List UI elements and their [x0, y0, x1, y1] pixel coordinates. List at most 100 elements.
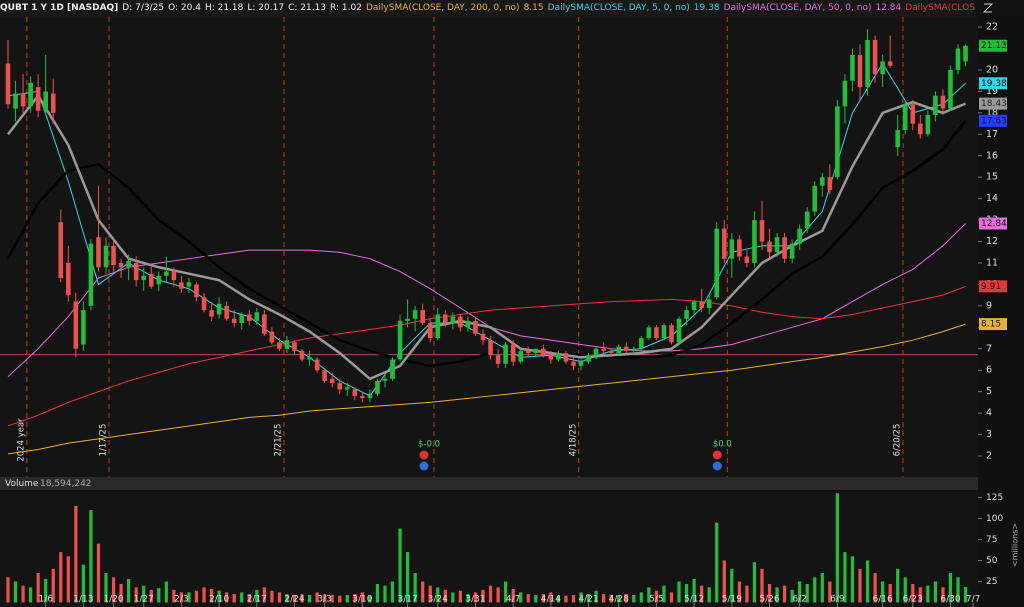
volume-bar [338, 595, 342, 603]
candle-body [714, 228, 720, 298]
x-tick-label: 6/2 [792, 595, 806, 605]
earnings-icon [712, 450, 722, 460]
y-tick-label: 14 [986, 193, 998, 204]
candle-body [676, 318, 682, 343]
volume-bar [96, 543, 101, 603]
y-tick-label: 125 [986, 493, 1003, 503]
volume-bar [179, 592, 184, 603]
candle-body [842, 80, 848, 107]
x-tick-label: 5/12 [684, 595, 704, 605]
candle-body [141, 275, 147, 281]
candle-body [13, 93, 18, 109]
volume-bar [496, 587, 500, 603]
menu-icon[interactable] [982, 3, 994, 13]
volume-bar [820, 573, 824, 603]
volume-current: 18,594,242 [40, 479, 92, 489]
candle-body [224, 305, 229, 319]
volume-bar [172, 589, 176, 603]
marker-label: 2024 year [16, 418, 26, 462]
volume-bar [571, 594, 576, 603]
candle-body [277, 342, 282, 349]
volume-bar [850, 556, 855, 603]
volume-bar [240, 592, 244, 603]
candle-body [691, 301, 697, 311]
x-tick-label: 3/24 [428, 595, 448, 605]
candle-body [50, 93, 56, 113]
volume-bar [51, 568, 55, 603]
y-tick-label: 5 [986, 386, 992, 397]
volume-bar [6, 577, 10, 603]
volume-bar [881, 581, 885, 603]
candle-body [782, 237, 787, 259]
value-box [979, 39, 1007, 52]
candle-body [103, 245, 109, 268]
volume-bar [843, 552, 847, 603]
candle-body [737, 239, 742, 257]
volume-bar [948, 573, 953, 603]
volume-bar [488, 585, 493, 603]
candle-body [81, 310, 86, 345]
candle-body [435, 314, 441, 339]
volume-bar [345, 594, 349, 603]
volume-bar [715, 522, 719, 603]
volume-bar [104, 573, 108, 603]
candle-body [820, 177, 825, 186]
candle-body [789, 243, 795, 259]
volume-bar [277, 592, 282, 603]
candle-body [608, 350, 614, 354]
volume-bar [134, 587, 138, 603]
candle-body [118, 262, 124, 268]
candle-body [35, 87, 41, 111]
value-box-label: 9.91 [981, 282, 1001, 292]
volume-bar [722, 560, 726, 603]
volume-bar [903, 577, 907, 603]
candle-body [631, 348, 637, 351]
marker-label: 1/17/25 [99, 424, 109, 457]
candle-body [767, 241, 772, 253]
candle-body [427, 323, 433, 339]
candle-body [887, 61, 893, 66]
candle-body [171, 271, 177, 281]
candle-body [865, 39, 870, 88]
volume-bar [330, 594, 334, 603]
x-tick-label: 1/20 [103, 595, 123, 605]
candle-body [661, 325, 667, 339]
y-tick-label: 7 [986, 343, 992, 354]
volume-bar [421, 581, 425, 603]
candle-body [556, 353, 561, 360]
volume-bar [157, 588, 161, 603]
y-tick-label: 17 [986, 129, 998, 140]
volume-bar [36, 573, 40, 603]
candle-body [262, 314, 267, 334]
volume-bar [700, 585, 704, 603]
candle-body [940, 95, 946, 109]
volume-bar [745, 585, 749, 603]
candle-body [292, 342, 297, 351]
candle-body [654, 327, 659, 339]
volume-bar [406, 552, 410, 603]
candle-body [322, 370, 327, 381]
x-tick-label: 3/31 [465, 595, 485, 605]
candle-body [721, 228, 727, 259]
volume-bar [119, 583, 123, 603]
y-tick-label: 100 [986, 514, 1003, 524]
volume-bar [127, 578, 131, 603]
candle-body [88, 243, 94, 306]
candle-body [111, 245, 116, 266]
candle-body [352, 389, 358, 396]
volume-bar [451, 592, 455, 603]
volume-bar [654, 590, 659, 603]
volume-bar [865, 560, 870, 603]
candle-body [73, 301, 79, 349]
legend-name: DailySMA(CLOSE, DAY, 100, 0, no) [905, 3, 975, 13]
volume-bar [307, 594, 312, 603]
x-tick-label: 3/17 [397, 595, 417, 605]
volume-bar [247, 594, 251, 603]
volume-bar [835, 493, 839, 603]
volume-bar [662, 585, 666, 603]
volume-bar [579, 592, 583, 603]
candle-body [307, 357, 312, 360]
candle-body [405, 318, 410, 321]
volume-bar [526, 594, 530, 603]
volume-header [0, 477, 978, 490]
